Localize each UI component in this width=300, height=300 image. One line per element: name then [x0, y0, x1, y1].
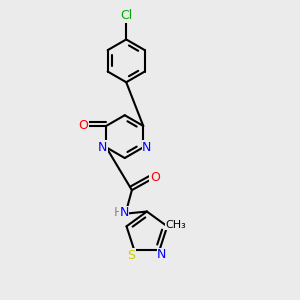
Text: S: S: [127, 249, 135, 262]
Text: N: N: [119, 206, 129, 219]
Text: Cl: Cl: [120, 9, 132, 22]
Text: CH₃: CH₃: [165, 220, 186, 230]
Text: N: N: [157, 248, 167, 261]
Text: H: H: [113, 206, 123, 219]
Text: N: N: [142, 141, 152, 154]
Text: O: O: [79, 119, 88, 132]
Text: N: N: [98, 141, 107, 154]
Text: O: O: [150, 170, 160, 184]
